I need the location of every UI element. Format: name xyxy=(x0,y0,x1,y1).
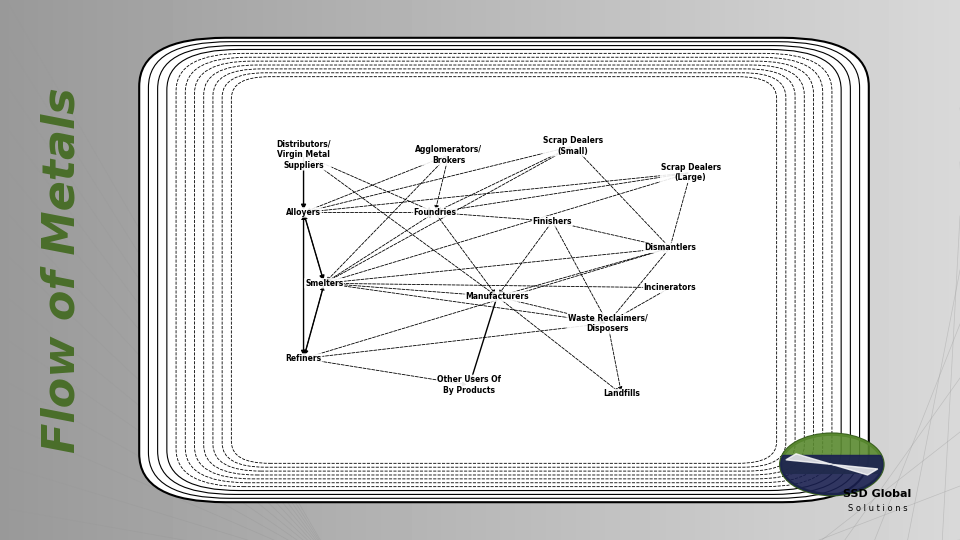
Text: Scrap Dealers
(Large): Scrap Dealers (Large) xyxy=(660,163,721,183)
Text: Scrap Dealers
(Small): Scrap Dealers (Small) xyxy=(543,136,603,156)
Polygon shape xyxy=(780,455,883,495)
Text: Foundries: Foundries xyxy=(414,208,456,217)
Text: Distributors/
Virgin Metal
Suppliers: Distributors/ Virgin Metal Suppliers xyxy=(276,140,331,170)
Text: Smelters: Smelters xyxy=(305,279,344,288)
Text: Finishers: Finishers xyxy=(533,217,572,226)
Text: Landfills: Landfills xyxy=(603,389,640,399)
Text: Agglomerators/
Brokers: Agglomerators/ Brokers xyxy=(416,145,482,165)
Text: Flow of Metals: Flow of Metals xyxy=(41,87,84,453)
Text: Manufacturers: Manufacturers xyxy=(466,292,529,301)
Polygon shape xyxy=(786,454,877,475)
Text: Incinerators: Incinerators xyxy=(643,283,696,292)
Text: Other Users Of
By Products: Other Users Of By Products xyxy=(438,375,501,395)
Text: S o l u t i o n s: S o l u t i o n s xyxy=(848,504,907,513)
Text: Refiners: Refiners xyxy=(285,354,322,363)
Text: Alloyers: Alloyers xyxy=(286,208,321,217)
Text: SSD Global: SSD Global xyxy=(843,489,912,498)
Text: Dismantlers: Dismantlers xyxy=(644,244,696,252)
Text: Waste Reclaimers/
Disposers: Waste Reclaimers/ Disposers xyxy=(567,313,648,333)
Polygon shape xyxy=(780,434,883,474)
